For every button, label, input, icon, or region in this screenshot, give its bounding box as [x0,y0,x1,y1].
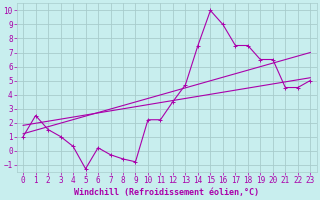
X-axis label: Windchill (Refroidissement éolien,°C): Windchill (Refroidissement éolien,°C) [74,188,259,197]
